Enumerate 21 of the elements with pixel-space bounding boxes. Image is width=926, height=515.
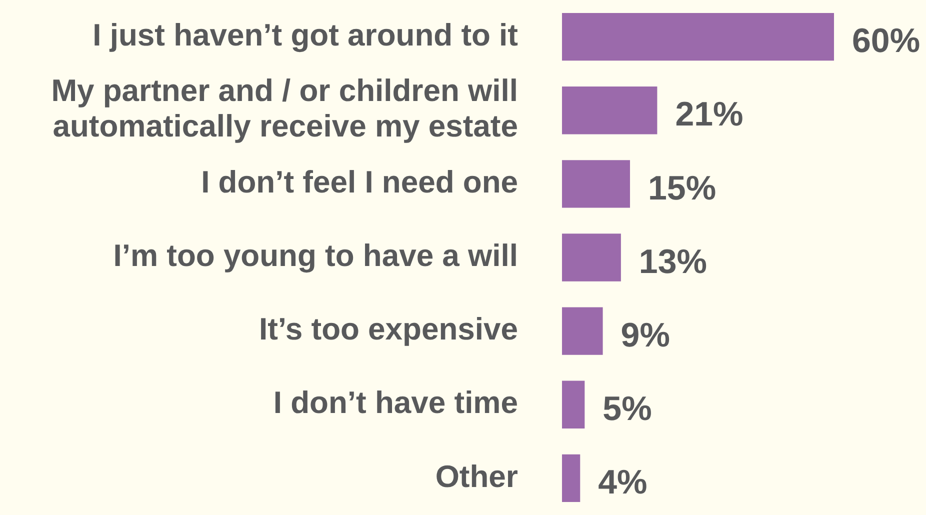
y-tick-label: My partner and / or children will automatically receive my estate xyxy=(51,73,518,144)
data-label: 13% xyxy=(638,242,707,281)
y-tick-label: I don’t feel I need one xyxy=(201,164,518,200)
y-tick-label: I just haven’t got around to it xyxy=(92,17,518,52)
bar xyxy=(562,454,580,502)
bar xyxy=(562,12,834,61)
y-tick-label: I don’t have time xyxy=(273,385,518,420)
data-label: 21% xyxy=(675,96,744,134)
bar xyxy=(562,86,658,134)
y-tick-label: I’m too young to have a will xyxy=(113,238,518,274)
y-tick-label: Other xyxy=(435,458,518,494)
bar xyxy=(562,234,621,282)
bar xyxy=(562,380,585,428)
data-label: 5% xyxy=(602,390,652,428)
data-label: 15% xyxy=(648,169,716,208)
data-label: 60% xyxy=(852,22,920,60)
data-label: 9% xyxy=(620,316,670,354)
data-label: 4% xyxy=(598,464,648,502)
bar xyxy=(562,160,630,208)
bar xyxy=(562,307,603,355)
y-tick-label: It’s too expensive xyxy=(259,312,518,347)
